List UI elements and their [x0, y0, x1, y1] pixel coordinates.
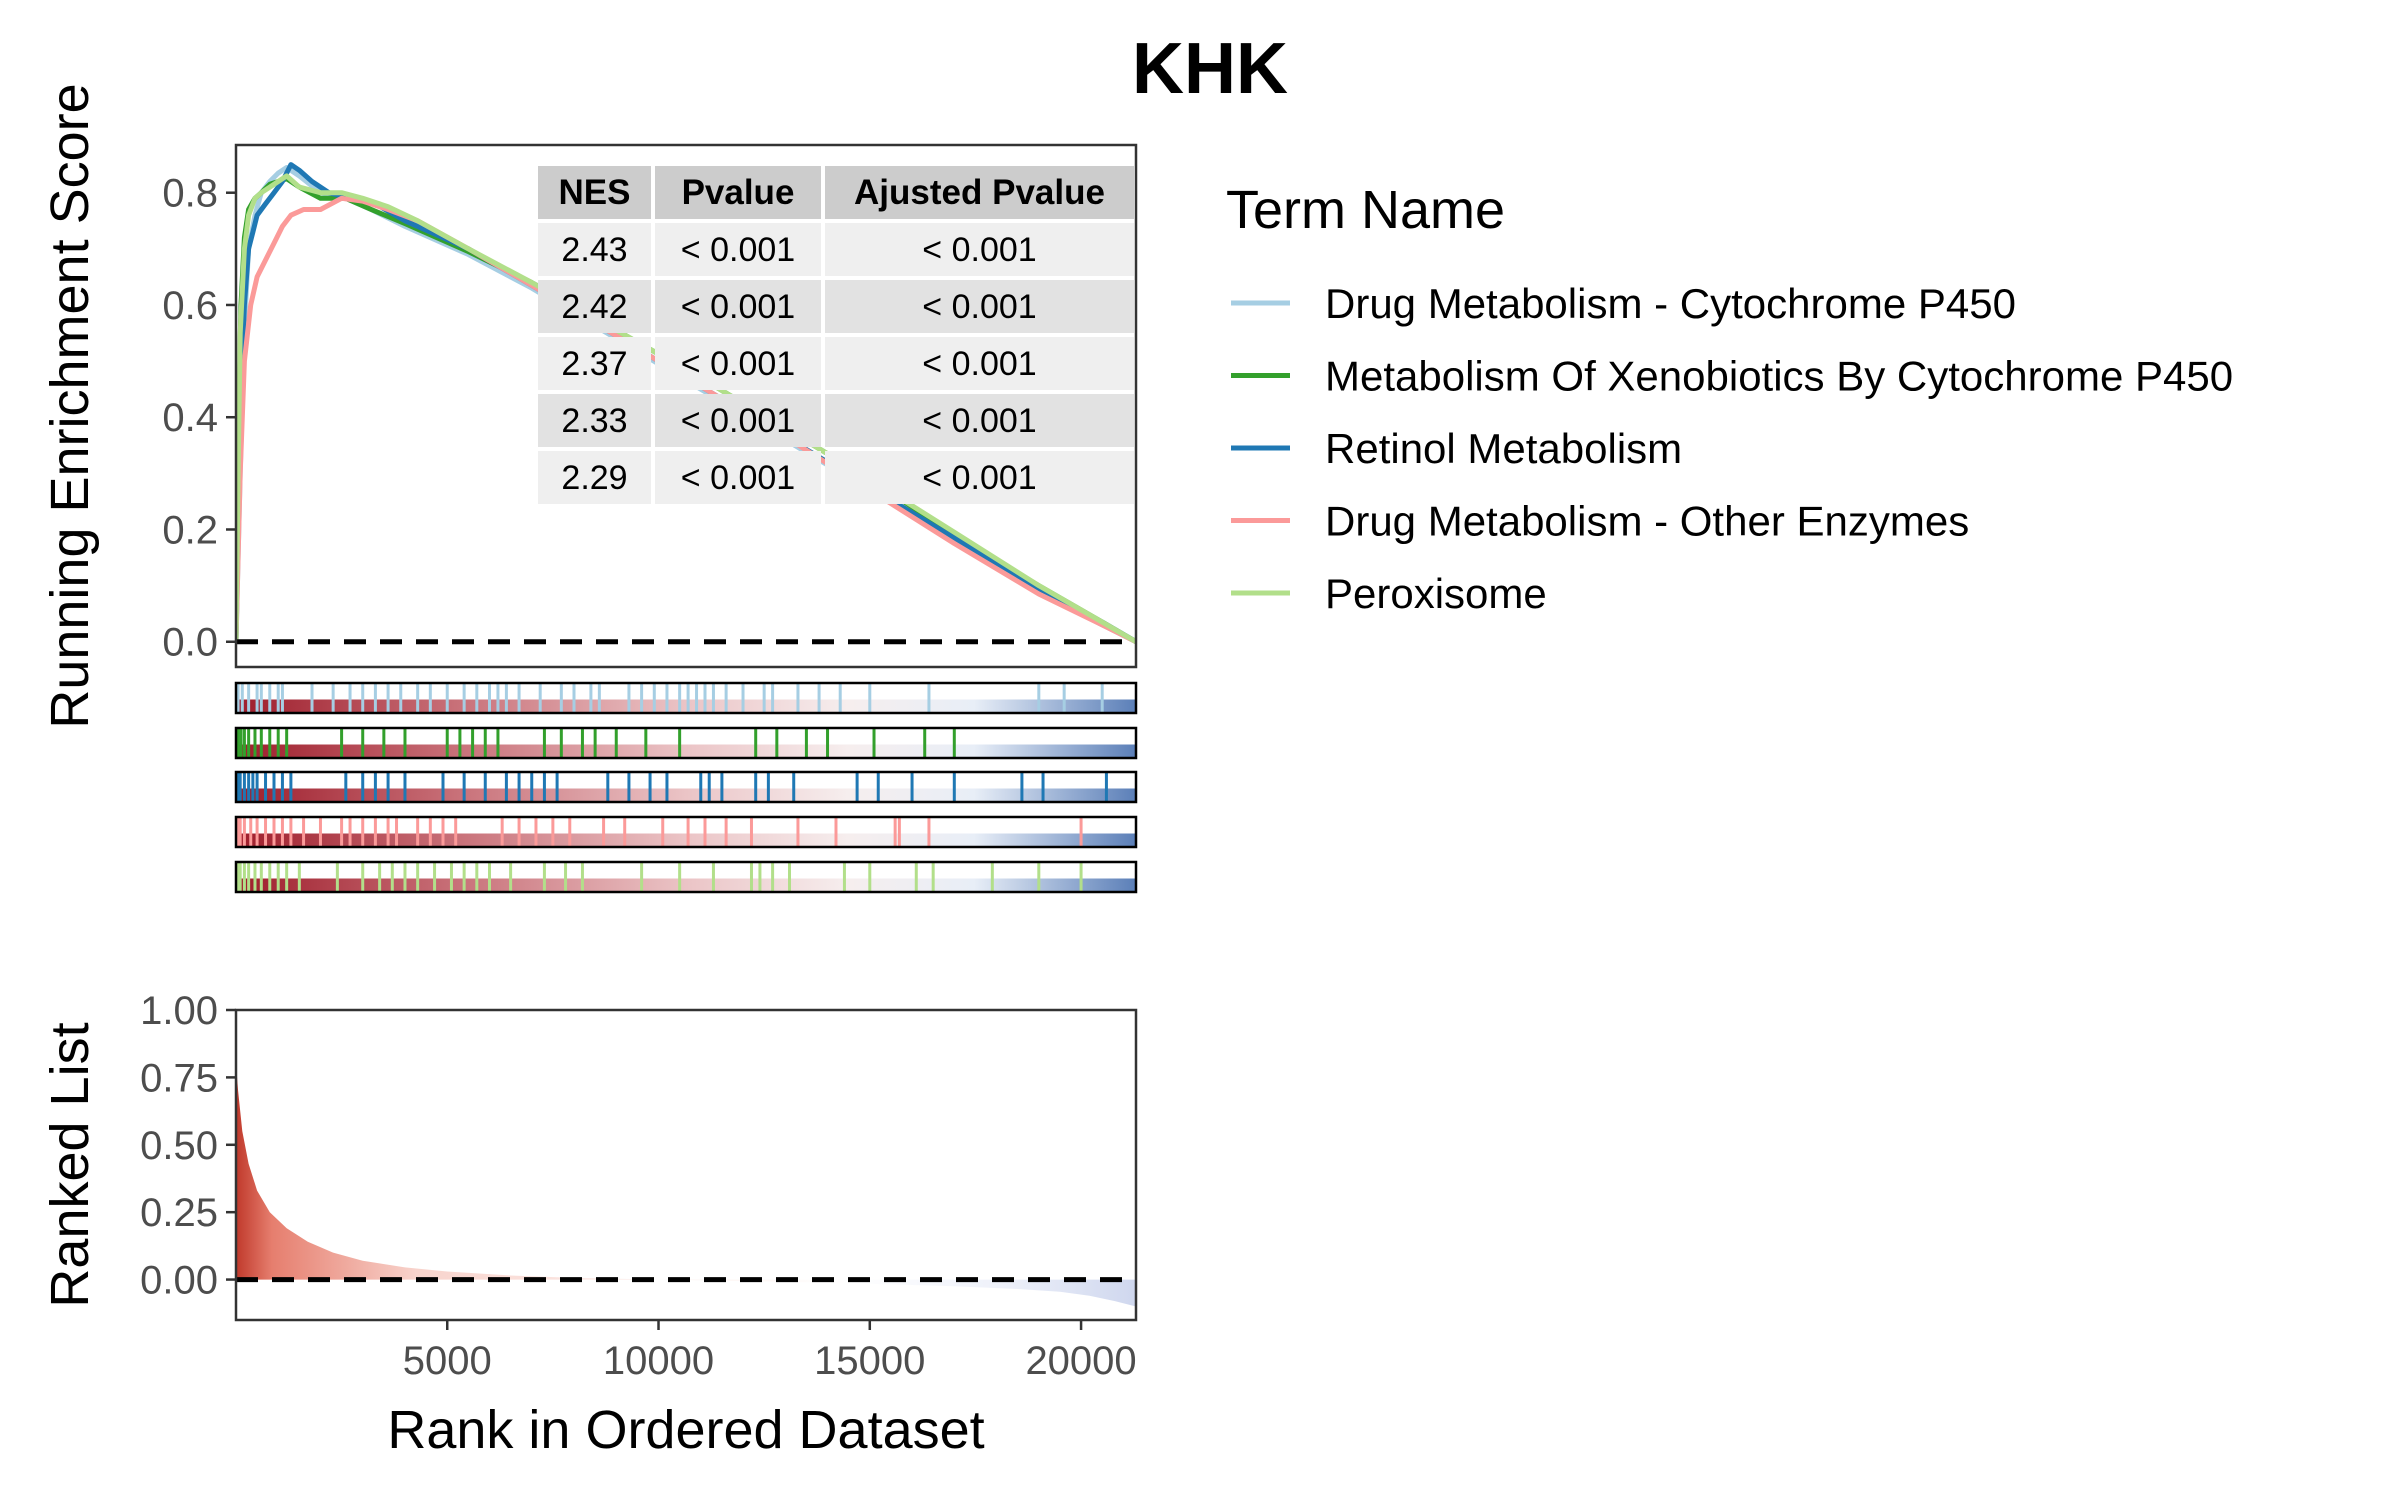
table-header-cell — [538, 166, 651, 219]
table-cell-bg — [655, 394, 821, 447]
x-tick-label: 10000 — [603, 1339, 714, 1383]
table-cell-bg — [538, 451, 651, 504]
hit-track-heatmap — [236, 699, 1136, 713]
top-y-tick-label: 0.4 — [162, 396, 218, 440]
legend-label: Peroxisome — [1325, 570, 1547, 617]
bottom-y-tick-label: 0.25 — [140, 1191, 218, 1235]
hit-track-heatmap — [236, 878, 1136, 892]
legend-label: Drug Metabolism - Cytochrome P450 — [1325, 280, 2016, 327]
legend-label: Metabolism Of Xenobiotics By Cytochrome … — [1325, 353, 2233, 400]
hit-track-border — [234, 726, 1138, 760]
table-cell-bg — [825, 394, 1134, 447]
top-y-tick-label: 0.8 — [162, 172, 218, 216]
table-cell-bg — [538, 337, 651, 390]
x-tick-label: 5000 — [403, 1339, 492, 1383]
hit-tracks — [234, 681, 1138, 894]
hit-track-4 — [234, 815, 1138, 849]
table-cell: < 0.001 — [922, 288, 1036, 326]
table-cell-bg — [655, 451, 821, 504]
table-cell: < 0.001 — [681, 288, 795, 326]
table-cell-bg — [538, 280, 651, 333]
table-cell: < 0.001 — [681, 459, 795, 497]
legend-label: Drug Metabolism - Other Enzymes — [1325, 498, 1969, 545]
top-y-tick-label: 0.6 — [162, 284, 218, 328]
top-y-tick-label: 0.2 — [162, 508, 218, 552]
table-cell: < 0.001 — [681, 402, 795, 440]
top-panel-border — [234, 143, 1138, 669]
legend-label: Retinol Metabolism — [1325, 425, 1682, 472]
table-cell-bg — [825, 280, 1134, 333]
top-y-tick-label: 0.0 — [162, 621, 218, 665]
top-y-ticks: 0.0 0.2 0.4 0.6 0.8 — [162, 172, 236, 665]
bottom-y-ticks: 0.00 0.25 0.50 0.75 1.00 — [140, 989, 236, 1303]
table-header-cell — [825, 166, 1134, 219]
table-header-cell — [655, 166, 821, 219]
table-cell-bg — [655, 337, 821, 390]
hit-track-5 — [234, 860, 1138, 894]
table-header: NES — [559, 173, 631, 212]
bottom-y-tick-label: 0.00 — [140, 1259, 218, 1303]
ranked-list-area — [236, 1063, 1136, 1307]
hit-track-2 — [234, 726, 1138, 760]
x-tick-label: 15000 — [814, 1339, 925, 1383]
table-cell: 2.29 — [561, 459, 627, 497]
legend: Term Name Drug Metabolism - Cytochrome P… — [1226, 180, 2233, 617]
table-cell: 2.33 — [561, 402, 627, 440]
table-cell-bg — [655, 280, 821, 333]
bottom-y-tick-label: 0.75 — [140, 1056, 218, 1100]
stats-table: NES Pvalue Ajusted Pvalue 2.43 < 0.001 < 0.00… — [538, 166, 1134, 504]
table-cell-bg — [538, 223, 651, 276]
table-cell: < 0.001 — [922, 402, 1036, 440]
table-cell: < 0.001 — [681, 231, 795, 269]
table-cell: < 0.001 — [681, 345, 795, 383]
legend-items: Drug Metabolism - Cytochrome P450 Metabol… — [1231, 280, 2233, 617]
hit-track-border — [234, 860, 1138, 894]
hit-track-heatmap — [236, 744, 1136, 758]
hit-track-1 — [234, 681, 1138, 715]
bottom-x-ticks: 5000 10000 15000 20000 — [403, 1320, 1137, 1383]
table-cell-bg — [538, 394, 651, 447]
bottom-panel: 0.00 0.25 0.50 0.75 1.00 5000 10000 15000 20000… — [40, 989, 1138, 1460]
table-cell-bg — [655, 223, 821, 276]
table-header: Ajusted Pvalue — [854, 173, 1105, 212]
hit-track-border — [234, 681, 1138, 715]
x-tick-label: 20000 — [1025, 1339, 1136, 1383]
bottom-y-axis-title: Ranked List — [40, 1022, 100, 1307]
table-cell: < 0.001 — [922, 459, 1036, 497]
x-axis-title: Rank in Ordered Dataset — [387, 1400, 984, 1460]
hit-track-border — [234, 815, 1138, 849]
table-cell: < 0.001 — [922, 345, 1036, 383]
table-cell-bg — [825, 337, 1134, 390]
table-cell: 2.37 — [561, 345, 627, 383]
hit-track-heatmap — [236, 788, 1136, 802]
bottom-y-tick-label: 0.50 — [140, 1124, 218, 1168]
bottom-y-tick-label: 1.00 — [140, 989, 218, 1033]
legend-title: Term Name — [1226, 180, 1505, 240]
table-cell: 2.42 — [561, 288, 627, 326]
table-header: Pvalue — [682, 173, 795, 212]
hit-track-heatmap — [236, 833, 1136, 847]
bottom-panel-border — [234, 1008, 1138, 1322]
hit-track-border — [234, 770, 1138, 804]
table-cell-bg — [825, 451, 1134, 504]
table-cell: < 0.001 — [922, 231, 1036, 269]
table-cell: 2.43 — [561, 231, 627, 269]
hit-track-3 — [234, 770, 1138, 804]
table-cell-bg — [825, 223, 1134, 276]
chart-title: KHK — [1132, 29, 1288, 109]
top-y-axis-title: Running Enrichment Score — [40, 83, 100, 728]
